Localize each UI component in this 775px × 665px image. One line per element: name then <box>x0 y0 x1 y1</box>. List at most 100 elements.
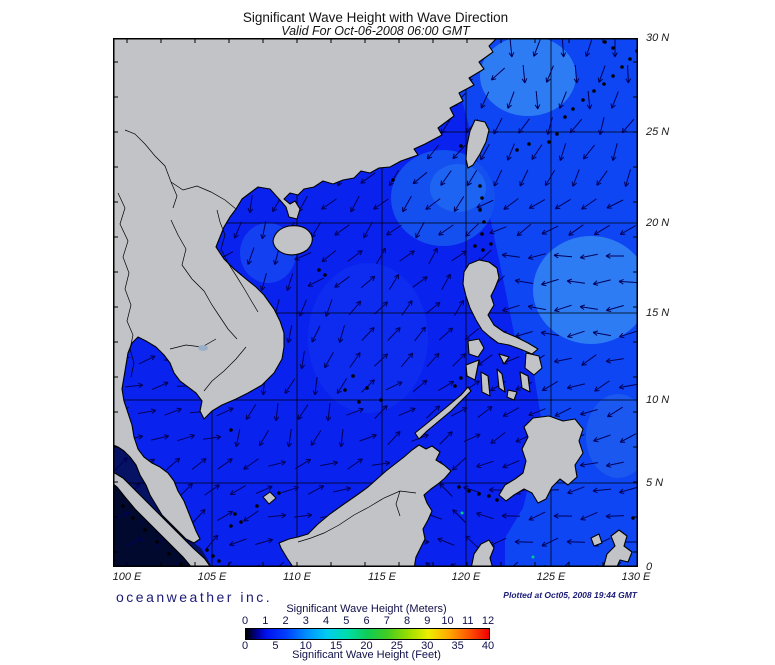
wave-arrow <box>307 485 325 495</box>
x-axis-label: 110 E <box>283 571 311 583</box>
wave-arrow <box>173 561 180 567</box>
wave-arrow <box>528 408 546 417</box>
wave-arrow <box>334 276 350 288</box>
island-dot <box>481 248 485 252</box>
wave-arrow <box>294 512 313 519</box>
wave-arrow <box>580 409 598 416</box>
island-dot <box>143 528 147 532</box>
wave-patch-central-scs <box>308 263 428 413</box>
wave-arrow <box>451 457 466 471</box>
wave-arrow <box>541 380 559 392</box>
island-dot <box>239 520 243 524</box>
wave-arrow <box>477 406 493 418</box>
wave-arrow <box>594 380 610 392</box>
wave-arrow <box>385 381 403 391</box>
wave-arrow <box>349 352 361 368</box>
map-svg <box>113 38 638 567</box>
wave-arrow <box>361 379 375 393</box>
wave-arrow <box>400 352 414 368</box>
y-axis-label: 0 <box>646 561 653 573</box>
wave-arrow <box>273 403 280 422</box>
x-axis-label: 125 E <box>536 571 566 583</box>
wave-arrow <box>426 352 440 368</box>
island-dot <box>527 142 531 146</box>
island-dot <box>217 559 221 563</box>
wave-arrow <box>619 433 637 443</box>
y-axis-label: 25 N <box>646 126 670 138</box>
wave-arrow <box>361 327 375 341</box>
wave-arrow <box>453 299 465 316</box>
wave-arrow <box>593 434 611 443</box>
wave-arrow <box>277 561 285 567</box>
wave-arrow <box>347 250 363 262</box>
island-dot <box>602 82 606 86</box>
wave-arrow <box>437 537 455 546</box>
wave-arrow <box>346 407 364 416</box>
island-dot <box>495 498 499 502</box>
wave-arrow <box>586 90 593 110</box>
legend-feet-tick: 30 <box>421 640 434 652</box>
wave-arrow <box>502 460 520 469</box>
island-dot <box>317 268 321 272</box>
island-dot <box>467 489 471 493</box>
wave-arrow <box>387 327 401 341</box>
wave-arrow <box>125 382 144 389</box>
island-dot <box>343 388 347 392</box>
wave-arrow <box>204 484 220 496</box>
wave-arrow <box>412 276 428 288</box>
country-border <box>203 346 247 392</box>
land-mindoro <box>467 338 485 358</box>
legend-meters-tick: 10 <box>441 615 454 627</box>
island-dot <box>482 220 486 224</box>
wave-arrow <box>325 403 332 422</box>
wave-arrow <box>243 510 259 522</box>
wave-arrow <box>217 510 234 522</box>
wave-arrow <box>619 225 637 235</box>
legend-feet-tick: 20 <box>360 640 373 652</box>
wave-arrow <box>521 64 528 84</box>
country-border <box>216 209 259 313</box>
legend-meters-tick: 0 <box>241 615 249 627</box>
wave-arrow <box>299 351 305 370</box>
wave-arrow <box>438 224 454 236</box>
lake-tonle-sap <box>198 345 208 351</box>
wave-arrow <box>350 195 360 213</box>
wave-arrow <box>307 277 325 287</box>
land-negros <box>480 371 491 397</box>
wave-arrow <box>597 65 606 83</box>
land-leyte <box>519 371 531 393</box>
wave-arrow <box>554 407 572 417</box>
wave-arrow <box>281 485 299 494</box>
land-masbate <box>498 353 510 365</box>
land-natuna <box>262 491 277 505</box>
legend-feet-tick: 5 <box>272 640 279 652</box>
wave-arrow <box>605 253 624 259</box>
wave-arrow <box>229 484 246 496</box>
wave-arrow <box>387 430 401 445</box>
wave-arrow <box>493 169 503 187</box>
wave-arrow <box>567 486 585 495</box>
wave-arrow <box>573 64 580 84</box>
wave-arrow <box>606 406 623 418</box>
wave-arrow <box>426 144 439 160</box>
island-dot <box>379 398 383 402</box>
wave-arrow <box>268 460 287 467</box>
wave-arrow <box>217 458 233 470</box>
wave-arrow <box>401 300 413 316</box>
wave-arrow <box>527 253 546 260</box>
wave-arrow <box>566 383 585 390</box>
wave-arrow <box>138 408 157 414</box>
valid-time-subtitle: Valid For Oct-06-2008 06:00 GMT <box>281 24 470 38</box>
wave-arrow <box>311 325 321 343</box>
legend-feet-tick: 15 <box>330 640 343 652</box>
wave-arrow <box>363 221 373 239</box>
island-dot <box>459 144 463 148</box>
reef-speck <box>460 511 464 515</box>
wave-arrow <box>571 169 580 187</box>
wave-arrow <box>255 485 273 495</box>
island-dot <box>611 74 615 78</box>
wave-arrow <box>624 169 631 187</box>
wave-arrow <box>258 429 270 447</box>
wave-arrow <box>563 561 570 567</box>
